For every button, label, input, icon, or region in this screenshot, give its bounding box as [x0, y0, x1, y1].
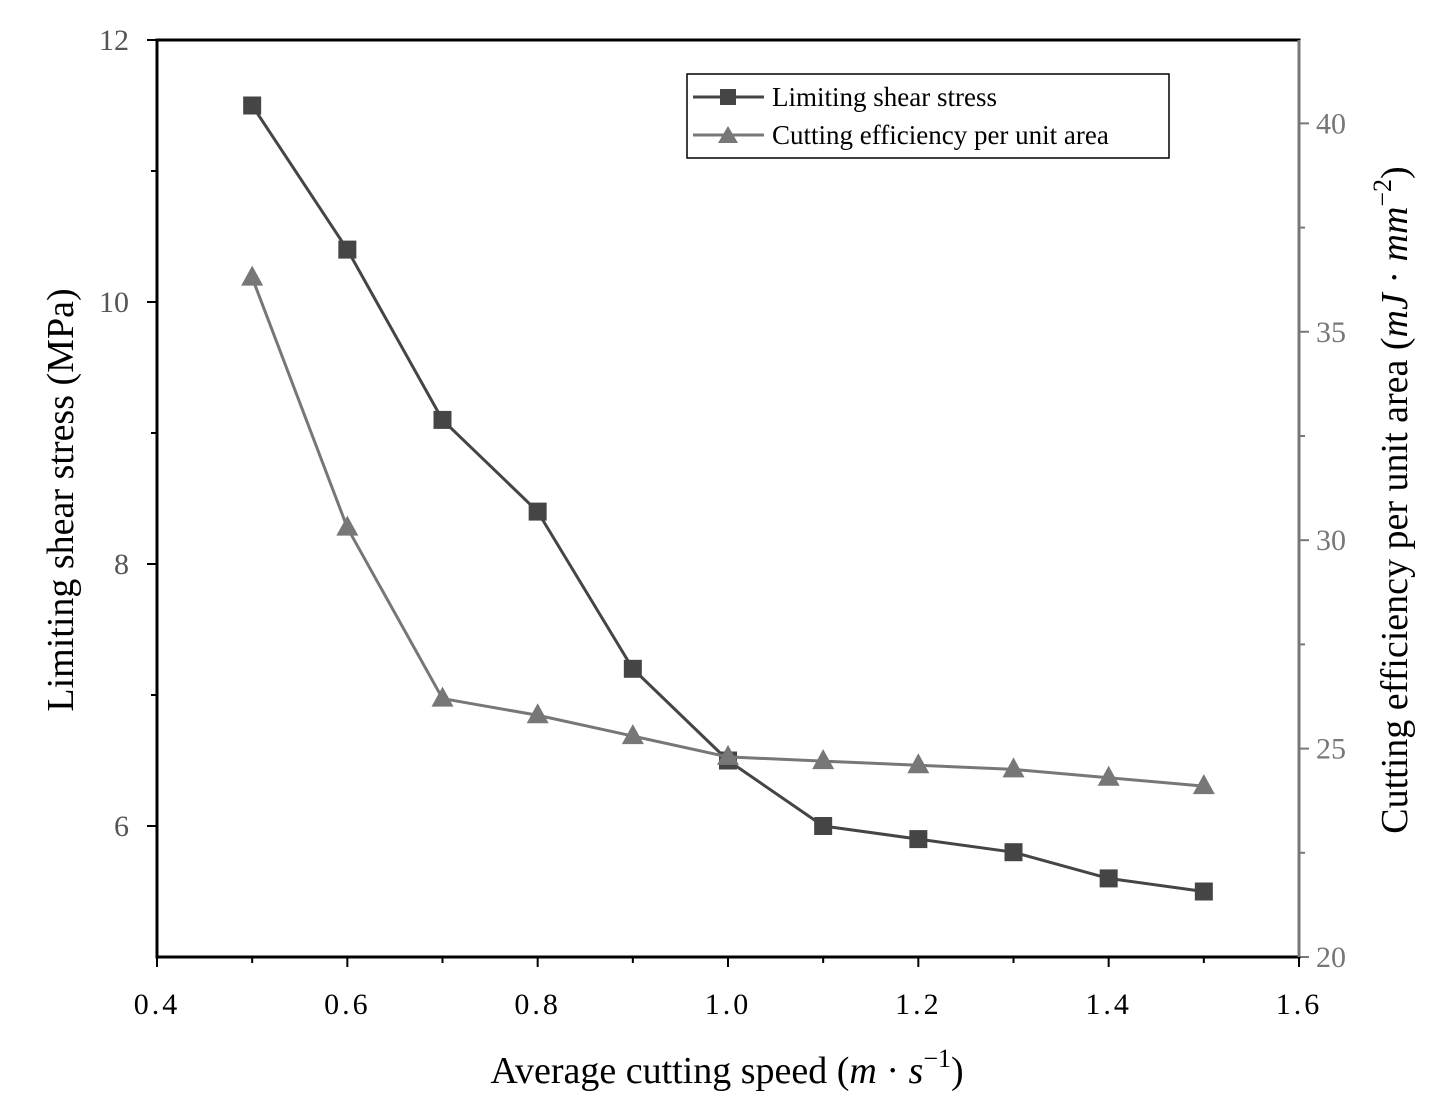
plot-area-frame: [155, 38, 1301, 959]
x-tick-label: 0.6: [324, 988, 371, 1021]
legend-square-marker-icon: [720, 89, 736, 105]
shear-stress-point: [1004, 843, 1023, 862]
cutting-efficiency-point: [241, 265, 264, 286]
shear-stress-point: [1099, 869, 1118, 888]
shear-stress-point: [909, 830, 928, 849]
x-tick-label: 1.2: [895, 988, 942, 1021]
y-right-tick-label: 30: [1316, 524, 1346, 557]
shear-stress-point: [338, 240, 357, 259]
y-right-axis-title: Cutting efficiency per unit area (mJ · m…: [1368, 166, 1416, 833]
cutting-efficiency-point: [1097, 765, 1120, 786]
shear-stress-point: [433, 410, 452, 429]
cutting-efficiency-series-line: [250, 277, 1204, 788]
x-tick-label: 1.4: [1085, 988, 1132, 1021]
shear-stress-point: [623, 659, 642, 678]
shear-stress-point: [1194, 882, 1213, 901]
cutting-efficiency-point: [907, 753, 930, 774]
cutting-efficiency-point: [1192, 774, 1215, 795]
x-tick-label: 1.0: [705, 988, 752, 1021]
legend-label-shear: Limiting shear stress: [772, 82, 997, 112]
x-tick-label: 1.6: [1276, 988, 1323, 1021]
legend-label-efficiency: Cutting efficiency per unit area: [772, 120, 1109, 150]
y-right-tick-label: 40: [1316, 107, 1346, 140]
legend: Limiting shear stress Cutting efficiency…: [686, 73, 1170, 159]
ticks-layer: 0.4 0.6 0.8 1.0 1.2 1.4 1.6 6 8 10 12 20 25 30 35 40: [99, 24, 1346, 1021]
cutting-efficiency-point: [717, 744, 739, 765]
cutting-efficiency-point: [526, 703, 549, 724]
x-axis-title: Average cutting speed (m · s−1): [490, 1044, 963, 1092]
y-left-tick-label: 6: [114, 810, 129, 843]
x-tick-label: 0.8: [514, 988, 561, 1021]
y-left-tick-label: 8: [114, 548, 129, 581]
cutting-efficiency-point: [431, 686, 454, 707]
cutting-efficiency-point: [1002, 757, 1025, 778]
cutting-efficiency-point: [336, 515, 359, 536]
y-left-tick-label: 12: [99, 24, 129, 57]
shear-stress-point: [814, 817, 833, 835]
shear-stress-point: [243, 96, 262, 115]
cutting-efficiency-point: [621, 724, 644, 745]
y-right-tick-label: 35: [1316, 316, 1346, 349]
legend-triangle-marker-icon: [718, 126, 738, 143]
shear-stress-point: [528, 502, 547, 521]
series-layer: [241, 96, 1215, 901]
legend-box: [686, 73, 1170, 159]
y-right-tick-label: 25: [1316, 733, 1346, 766]
x-axis-title-text: Average cutting speed: [490, 1050, 827, 1092]
x-tick-label: 0.4: [134, 988, 181, 1021]
y-right-tick-label: 20: [1316, 941, 1346, 974]
cutting-efficiency-point: [812, 749, 835, 770]
y-left-axis-title: Limiting shear stress (MPa): [40, 288, 82, 711]
y-left-tick-label: 10: [99, 286, 129, 319]
